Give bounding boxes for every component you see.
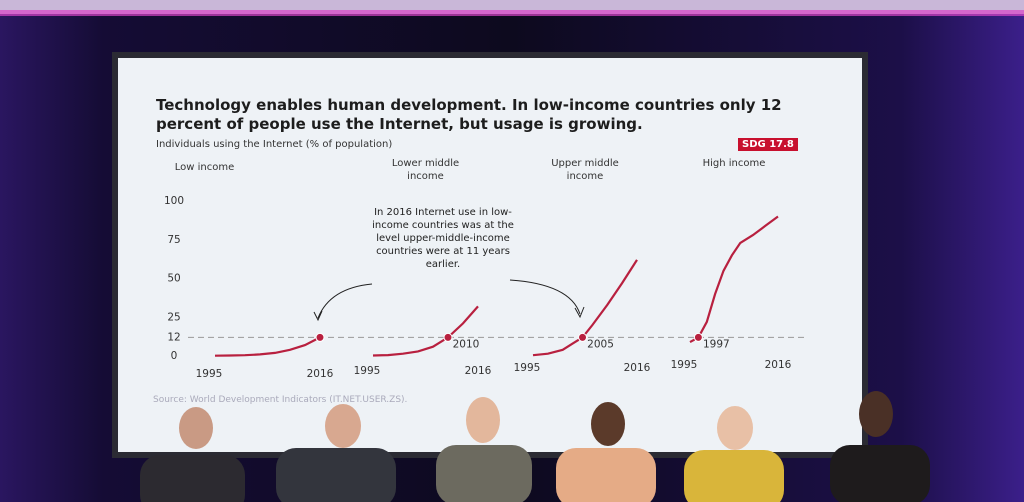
- y-tick-label: 50: [167, 273, 180, 285]
- line: [689, 215, 779, 344]
- y-tick-label: 0: [171, 350, 178, 362]
- person: [859, 391, 893, 437]
- x-tick-label: 1995: [354, 365, 381, 377]
- person: [830, 445, 930, 502]
- arrow-head: [313, 310, 323, 322]
- panel-title: High income: [702, 158, 766, 169]
- person: [466, 397, 500, 443]
- person: [179, 407, 213, 449]
- line: [214, 336, 321, 357]
- panelists: [140, 391, 930, 502]
- x-tick-label: 1995: [671, 359, 698, 371]
- y-tick-label: 12: [167, 331, 180, 343]
- person: [684, 450, 784, 502]
- highlight-point: [315, 332, 325, 342]
- x-tick-label: 1995: [514, 362, 541, 374]
- highlight-point: [578, 332, 588, 342]
- stage-light: [0, 10, 1024, 16]
- x-tick-label: 2016: [624, 362, 651, 374]
- panel-title: Lower middle income: [391, 158, 460, 182]
- person: [140, 455, 245, 502]
- y-tick-label: 100: [164, 195, 184, 207]
- arrow-head: [574, 306, 585, 319]
- y-tick-label: 75: [167, 234, 180, 246]
- person: [276, 448, 396, 502]
- x-tick-label: 2016: [307, 368, 334, 380]
- person: [325, 404, 361, 448]
- arrow: [509, 279, 581, 315]
- person: [717, 406, 753, 450]
- arrow: [317, 283, 373, 319]
- y-tick-label: 25: [167, 311, 180, 323]
- x-tick-label: 2016: [765, 359, 792, 371]
- annotation: In 2016 Internet use in low-income count…: [372, 207, 514, 270]
- screen: [118, 58, 862, 452]
- person: [436, 445, 532, 502]
- person: [556, 448, 656, 502]
- highlight-point: [693, 332, 703, 342]
- highlight-label: 2005: [587, 338, 614, 350]
- source: Source: World Development Indicators (IT…: [153, 395, 408, 405]
- x-tick-label: 1995: [196, 368, 223, 380]
- highlight-label: 1997: [703, 338, 730, 350]
- badge: SDG 17.8: [738, 138, 798, 151]
- axis-label: Individuals using the Internet (% of pop…: [156, 139, 393, 150]
- panel-title: Low income: [174, 162, 235, 173]
- x-tick-label: 2016: [465, 365, 492, 377]
- line: [372, 305, 479, 357]
- highlight-label: 2010: [453, 338, 480, 350]
- highlight-point: [443, 332, 453, 342]
- person: [591, 402, 625, 446]
- panel-title: Upper middle income: [551, 158, 619, 182]
- chart-title: Technology enables human development. In…: [156, 96, 782, 133]
